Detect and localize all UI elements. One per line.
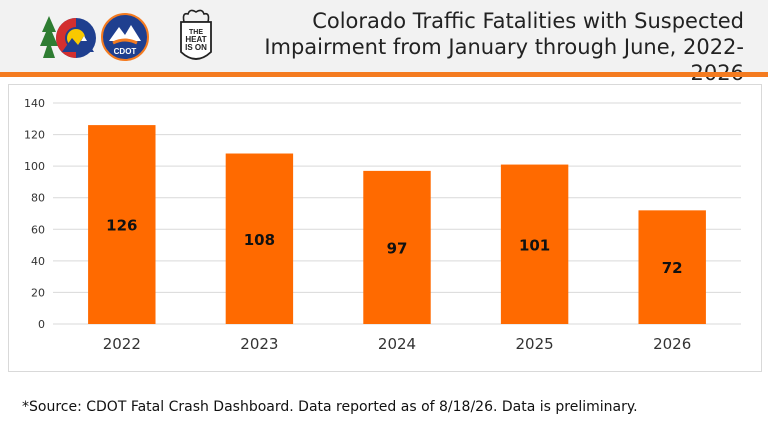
y-tick-label: 100 [24, 160, 45, 173]
bar-data-label: 72 [662, 259, 683, 277]
y-tick-label: 120 [24, 129, 45, 142]
bar-data-label: 97 [387, 239, 408, 257]
colorado-logo-icon [40, 16, 96, 58]
bar [88, 125, 156, 324]
source-note: *Source: CDOT Fatal Crash Dashboard. Dat… [22, 399, 638, 415]
svg-text:CDOT: CDOT [114, 47, 137, 56]
bar-data-label: 126 [106, 217, 137, 235]
bar-data-label: 108 [244, 231, 275, 249]
bar-chart: 0 20 40 60 80 100 120 140 126 2022 108 2023 97 2024 10… [24, 97, 741, 353]
y-tick-label: 20 [31, 286, 45, 299]
y-tick-label: 80 [31, 192, 45, 205]
x-category-label: 2025 [516, 335, 554, 353]
bar [500, 164, 569, 324]
x-category-label: 2023 [240, 335, 278, 353]
heat-logo-word-3: IS ON [185, 43, 207, 52]
heat-is-on-logo-icon: THE HEAT IS ON [180, 9, 212, 60]
y-tick-label: 140 [24, 97, 45, 110]
x-category-label: 2026 [653, 335, 691, 353]
header-bar: CDOT THE HEAT IS ON Colorado Traffic Fat… [0, 0, 768, 85]
title-line-2: Impairment from January through June, 20… [264, 35, 744, 85]
bar-data-label: 101 [519, 236, 550, 254]
y-tick-label: 40 [31, 255, 45, 268]
title-line-1: Colorado Traffic Fatalities with Suspect… [312, 9, 744, 33]
y-tick-label: 60 [31, 223, 45, 236]
cdot-logo-icon: CDOT [101, 13, 149, 61]
heat-logo-word-1: THE [189, 29, 203, 36]
chart-container: 0 20 40 60 80 100 120 140 126 2022 108 2023 97 2024 10… [8, 84, 762, 372]
heat-logo-word-2: HEAT [185, 35, 206, 44]
bar [363, 170, 431, 324]
x-category-label: 2024 [378, 335, 416, 353]
header-divider [0, 72, 768, 77]
bar [225, 153, 294, 324]
x-category-label: 2022 [103, 335, 141, 353]
y-tick-label: 0 [38, 318, 45, 331]
bar [638, 210, 706, 324]
